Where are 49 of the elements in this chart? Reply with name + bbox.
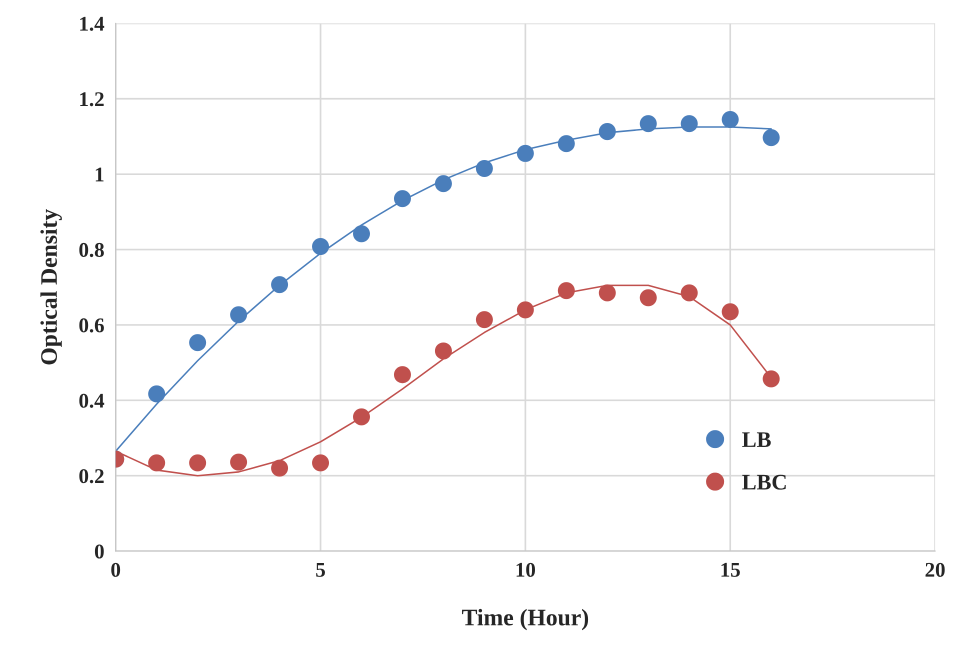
point xyxy=(352,408,370,426)
legend-label: LB xyxy=(742,432,771,447)
y-tick-label: 0.4 xyxy=(79,394,104,408)
legend-label: LBC xyxy=(742,474,786,490)
point xyxy=(271,460,288,477)
point xyxy=(394,366,411,384)
x-tick-label: 20 xyxy=(926,562,945,577)
point xyxy=(722,110,739,128)
point xyxy=(598,123,616,140)
point xyxy=(640,289,657,306)
point xyxy=(558,282,575,300)
point xyxy=(516,144,534,162)
y-tick-label: 0.6 xyxy=(79,318,104,332)
point xyxy=(640,115,657,132)
point xyxy=(230,454,248,471)
point xyxy=(762,370,780,388)
point xyxy=(394,190,411,208)
point xyxy=(312,454,330,472)
x-tick-label: 10 xyxy=(516,562,535,577)
point xyxy=(189,334,206,352)
point xyxy=(598,284,616,302)
y-axis-title: Optical Density xyxy=(40,209,62,364)
point xyxy=(476,311,493,328)
point xyxy=(271,276,288,294)
y-tick-label: 1.2 xyxy=(80,92,104,106)
x-tick-label: 0 xyxy=(111,562,120,577)
point xyxy=(312,238,330,256)
y-tick-label: 0.8 xyxy=(79,242,104,258)
point xyxy=(189,454,206,472)
point xyxy=(476,160,493,178)
y-tick-label: 1.4 xyxy=(80,16,104,31)
x-tick-label: 15 xyxy=(721,562,740,577)
x-axis-title: Time (Hour) xyxy=(462,608,588,630)
point xyxy=(352,225,370,242)
y-tick-label: 0 xyxy=(94,544,104,559)
y-tick-label: 1 xyxy=(96,168,104,182)
point xyxy=(516,301,534,318)
point xyxy=(762,129,780,146)
point xyxy=(434,342,452,360)
y-tick-label: 0.2 xyxy=(79,469,104,484)
point xyxy=(148,385,166,402)
point xyxy=(148,454,166,472)
point xyxy=(558,135,575,152)
point xyxy=(722,303,739,320)
point xyxy=(230,306,248,324)
point xyxy=(434,175,452,192)
point xyxy=(680,115,698,132)
x-tick-label: 5 xyxy=(316,563,325,577)
point xyxy=(680,284,698,302)
